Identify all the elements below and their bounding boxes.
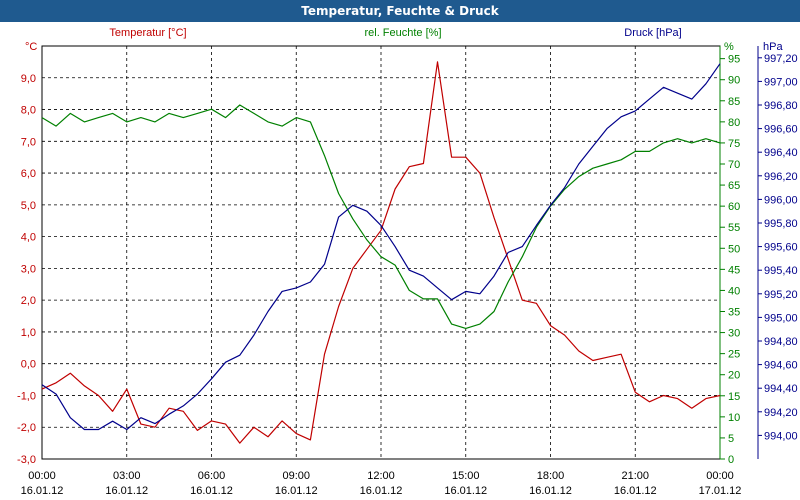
humidity-tick-label: 75 — [728, 138, 740, 150]
x-tick-time: 03:00 — [113, 470, 141, 482]
chart-svg: -3,0 -2,0 -1,0 0,0 1,0 2,0 3,0 4,0 5,0 6,0 7,0 8,0 9… — [17, 27, 798, 497]
pressure-tick-label: 995,60 — [764, 242, 798, 254]
pressure-tick-label: 995,20 — [764, 289, 798, 301]
x-tick-time: 00:00 — [28, 470, 56, 482]
x-tick-time: 18:00 — [537, 470, 565, 482]
temp-tick-label: -3,0 — [17, 454, 36, 466]
x-tick-time: 12:00 — [367, 470, 395, 482]
pressure-tick-label: 996,00 — [764, 194, 798, 206]
pressure-tick-label: 996,20 — [764, 171, 798, 183]
temperature-axis-label: Temperatur [°C] — [109, 27, 186, 39]
humidity-tick-label: 0 — [728, 454, 734, 466]
x-tick-time: 21:00 — [621, 470, 649, 482]
temp-tick-label: 0,0 — [21, 359, 36, 371]
chart-axes — [41, 45, 762, 460]
temp-tick-label: 8,0 — [21, 105, 36, 117]
x-tick-date: 16.01.12 — [190, 485, 233, 497]
pressure-tick-label: 995,40 — [764, 265, 798, 277]
humidity-tick-label: 20 — [728, 370, 740, 382]
humidity-tick-label: 60 — [728, 201, 740, 213]
pressure-tick-label: 996,80 — [764, 100, 798, 112]
temp-tick-label: 4,0 — [21, 232, 36, 244]
humidity-tick-label: 85 — [728, 96, 740, 108]
window-title: Temperatur, Feuchte & Druck — [0, 0, 800, 22]
temp-tick-label: -1,0 — [17, 390, 36, 402]
chart-series — [41, 61, 721, 444]
humidity-tick-label: 70 — [728, 159, 740, 171]
humidity-tick-label: 25 — [728, 349, 740, 361]
humidity-tick-label: 55 — [728, 222, 740, 234]
humidity-axis-label: rel. Feuchte [%] — [364, 27, 441, 39]
pressure-tick-label: 994,80 — [764, 336, 798, 348]
chart-labels: -3,0 -2,0 -1,0 0,0 1,0 2,0 3,0 4,0 5,0 6,0 7,0 8,0 9… — [17, 27, 798, 497]
temp-tick-label: 3,0 — [21, 263, 36, 275]
humidity-tick-label: 35 — [728, 307, 740, 319]
temp-tick-label: -2,0 — [17, 422, 36, 434]
humidity-tick-label: 5 — [728, 433, 734, 445]
x-tick-date: 16.01.12 — [529, 485, 572, 497]
x-tick-date: 17.01.12 — [699, 485, 742, 497]
pressure-tick-label: 997,00 — [764, 76, 798, 88]
pressure-tick-label: 995,80 — [764, 218, 798, 230]
pressure-tick-label: 994,00 — [764, 430, 798, 442]
x-tick-time: 09:00 — [282, 470, 310, 482]
pressure-unit-label: hPa — [763, 41, 783, 53]
chart-grid — [42, 46, 720, 459]
humidity-unit-label: % — [724, 41, 734, 53]
humidity-tick-label: 10 — [728, 412, 740, 424]
temp-tick-label: 1,0 — [21, 327, 36, 339]
temp-tick-label: 6,0 — [21, 168, 36, 180]
pressure-tick-label: 994,20 — [764, 407, 798, 419]
pressure-tick-label: 997,20 — [764, 53, 798, 65]
x-tick-date: 16.01.12 — [360, 485, 403, 497]
x-tick-time: 15:00 — [452, 470, 480, 482]
temp-unit-label: °C — [25, 41, 37, 53]
pressure-tick-label: 995,00 — [764, 312, 798, 324]
temp-tick-label: 2,0 — [21, 295, 36, 307]
humidity-tick-label: 50 — [728, 243, 740, 255]
pressure-tick-label: 996,40 — [764, 147, 798, 159]
pressure-axis-label: Druck [hPa] — [624, 27, 681, 39]
humidity-tick-label: 45 — [728, 264, 740, 276]
humidity-tick-label: 15 — [728, 391, 740, 403]
humidity-tick-label: 80 — [728, 117, 740, 129]
x-tick-date: 16.01.12 — [444, 485, 487, 497]
x-tick-time: 06:00 — [198, 470, 226, 482]
humidity-tick-label: 40 — [728, 285, 740, 297]
temp-tick-label: 9,0 — [21, 73, 36, 85]
x-tick-date: 16.01.12 — [105, 485, 148, 497]
humidity-tick-label: 30 — [728, 328, 740, 340]
pressure-tick-label: 994,60 — [764, 360, 798, 372]
x-tick-date: 16.01.12 — [614, 485, 657, 497]
x-tick-date: 16.01.12 — [21, 485, 64, 497]
humidity-tick-label: 95 — [728, 54, 740, 66]
temp-tick-label: 5,0 — [21, 200, 36, 212]
humidity-series-line — [41, 104, 721, 329]
humidity-tick-label: 65 — [728, 180, 740, 192]
temp-tick-label: 7,0 — [21, 136, 36, 148]
pressure-tick-label: 996,60 — [764, 124, 798, 136]
pressure-tick-label: 994,40 — [764, 383, 798, 395]
x-tick-date: 16.01.12 — [275, 485, 318, 497]
temperature-series-line — [41, 61, 721, 444]
pressure-series-line — [41, 63, 721, 431]
x-tick-time: 00:00 — [706, 470, 734, 482]
humidity-tick-label: 90 — [728, 75, 740, 87]
